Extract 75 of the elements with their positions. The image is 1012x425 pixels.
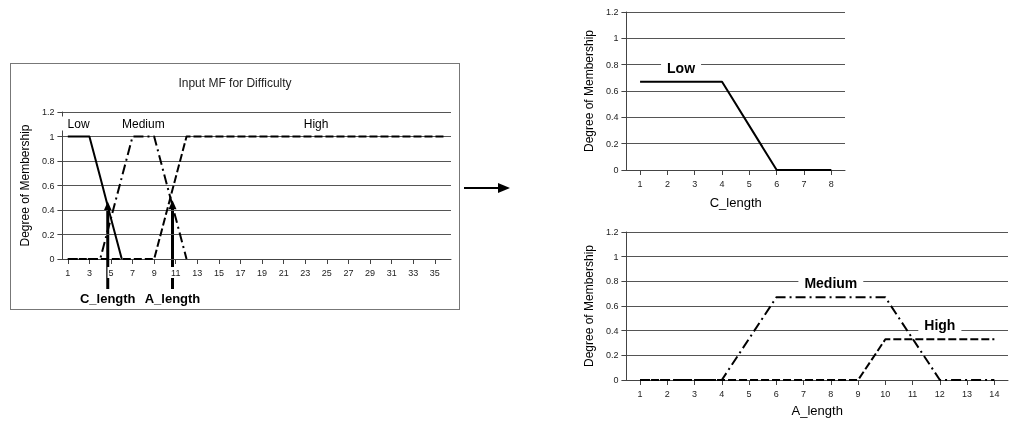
- x-axis-title: A_length: [791, 403, 843, 418]
- y-tick-label: 1.2: [605, 7, 619, 17]
- x-tick-label: 5: [108, 267, 114, 278]
- x-tick-label: 17: [235, 267, 246, 278]
- x-tick-label: 13: [192, 267, 203, 278]
- series-label: Medium: [804, 275, 858, 292]
- x-tick-label: 5: [746, 178, 752, 189]
- x-tick-label: 7: [801, 178, 807, 189]
- y-tick-label: 1: [613, 251, 619, 262]
- x-tick-label: 2: [664, 388, 670, 399]
- y-tick-label: 0.2: [605, 138, 619, 149]
- y-tick-label: 0.8: [605, 276, 619, 287]
- y-tick-label: 0.4: [605, 325, 619, 336]
- annotation: C_length: [79, 291, 136, 306]
- x-tick-label: 6: [773, 388, 779, 399]
- x-tick-label: 8: [828, 178, 834, 189]
- x-tick-label: 7: [130, 267, 136, 278]
- x-tick-label: 27: [343, 267, 354, 278]
- x-tick-label: 23: [300, 267, 311, 278]
- series-label: Low: [667, 59, 696, 76]
- y-tick-label: 0.6: [605, 301, 619, 311]
- x-tick-label: 19: [257, 267, 268, 278]
- x-tick-label: 4: [719, 178, 725, 189]
- x-tick-label: 29: [365, 267, 376, 278]
- x-tick-label: 7: [801, 388, 807, 399]
- x-tick-label: 6: [774, 178, 780, 189]
- x-tick-label: 14: [989, 388, 1000, 399]
- x-tick-label: 10: [880, 388, 891, 399]
- y-tick-label: 1: [613, 33, 619, 44]
- y-tick-label: 0.6: [605, 86, 619, 96]
- y-tick-label: 0: [49, 254, 55, 264]
- x-tick-label: 3: [692, 178, 698, 189]
- y-axis-title: Degree of Membership: [18, 124, 32, 247]
- y-tick-label: 0.6: [41, 180, 55, 191]
- x-tick-label: 12: [934, 388, 945, 399]
- x-tick-label: 25: [321, 267, 332, 278]
- annotation: A_length: [144, 291, 201, 306]
- y-tick-label: 0.4: [41, 205, 55, 215]
- series-label: High: [303, 116, 329, 131]
- x-axis-title: C_length: [709, 195, 762, 210]
- x-tick-label: 4: [719, 388, 725, 399]
- y-tick-label: 0: [613, 375, 619, 385]
- x-tick-label: 1: [637, 178, 643, 189]
- x-tick-label: 3: [692, 388, 698, 399]
- x-tick-label: 9: [151, 267, 157, 278]
- x-tick-label: 1: [65, 267, 71, 278]
- y-tick-label: 0.2: [41, 229, 55, 240]
- x-tick-label: 2: [664, 178, 670, 189]
- y-tick-label: 0: [613, 165, 619, 175]
- y-axis-title: Degree of Membership: [582, 244, 596, 368]
- series-label: Low: [67, 116, 90, 131]
- x-tick-label: 1: [637, 388, 643, 399]
- x-tick-label: 8: [828, 388, 834, 399]
- x-tick-label: 9: [855, 388, 861, 399]
- x-tick-label: 5: [746, 388, 752, 399]
- x-tick-label: 13: [962, 388, 973, 399]
- series-label: Medium: [122, 116, 165, 131]
- x-tick-label: 31: [386, 267, 397, 278]
- x-tick-label: 11: [171, 267, 181, 278]
- x-tick-label: 21: [278, 267, 289, 278]
- y-tick-label: 1.2: [605, 227, 619, 237]
- x-tick-label: 11: [907, 388, 918, 399]
- x-tick-label: 15: [213, 267, 224, 278]
- y-tick-label: 0.4: [605, 112, 619, 123]
- x-tick-label: 33: [408, 267, 419, 278]
- y-tick-label: 1.2: [41, 107, 55, 117]
- y-axis-title: Degree of Membership: [582, 29, 596, 153]
- y-tick-label: 0.8: [605, 59, 619, 70]
- x-tick-label: 3: [86, 267, 92, 278]
- x-tick-label: 35: [429, 267, 440, 278]
- chart-title: Input MF for Difficulty: [178, 76, 292, 90]
- series-label: High: [924, 317, 956, 334]
- y-tick-label: 0.2: [605, 350, 619, 361]
- y-tick-label: 0.8: [41, 156, 55, 166]
- y-tick-label: 1: [49, 131, 55, 142]
